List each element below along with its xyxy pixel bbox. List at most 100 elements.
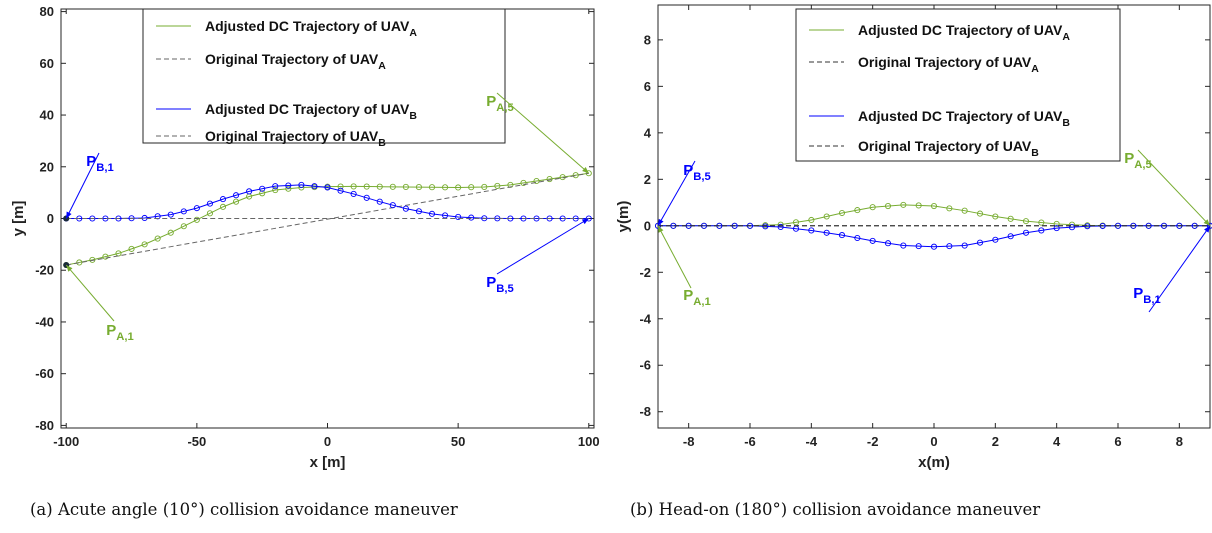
x-tick-label: 50 [451,434,465,449]
data-point [869,237,876,244]
legend-label: Adjusted DC Trajectory of UAVA [858,22,1070,43]
data-point [854,207,861,214]
data-point [298,181,305,188]
annotation-a-1: PA,1 [65,264,134,343]
annotation-label: PB,1 [1133,285,1161,306]
y-tick-label: 20 [40,159,54,174]
annotation-a-5: PA,5 [486,92,590,174]
annotation-arrow [1137,149,1211,227]
data-point [350,183,357,190]
data-point [854,234,861,242]
data-point [76,259,83,266]
y-tick-label: 4 [644,125,652,140]
data-point [442,184,449,191]
x-tick-label: 0 [930,434,937,449]
data-point [1038,219,1045,226]
data-point [946,243,953,250]
data-point [376,198,383,205]
data-point [259,190,266,197]
legend-label: Adjusted DC Trajectory of UAVB [205,101,417,122]
data-point [89,256,96,263]
x-tick-label: 6 [1114,434,1121,449]
data-point [961,242,968,249]
x-tick-label: -100 [53,434,79,449]
data-point [838,209,846,217]
data-point [808,227,815,234]
legend-box [142,8,506,144]
data-point [193,216,200,223]
y-tick-label: -40 [35,314,54,329]
data-point [272,183,279,190]
data-point [219,203,227,210]
data-point [585,215,592,222]
legend-label: Original Trajectory of UAVA [858,54,1039,75]
legend-label: Original Trajectory of UAVA [205,51,386,72]
data-point [350,190,357,197]
data-point [1068,224,1076,231]
annotation-label: PA,5 [1124,150,1152,171]
data-point [546,176,553,183]
caption-a: (a) Acute angle (10°) collision avoidanc… [30,500,458,519]
data-point [494,182,501,189]
data-point [838,232,846,239]
data-point [1022,229,1030,236]
data-point [311,183,318,190]
annotation-a-1: PA,1 [657,225,711,308]
data-point [376,183,383,190]
annotation-label: PB,1 [86,153,114,174]
annotation-arrowhead [66,265,73,272]
data-point [402,183,409,190]
data-point [180,223,187,230]
y-tick-label: 80 [40,4,54,19]
data-point [946,205,953,212]
y-tick-label: -6 [639,358,651,373]
legend: Adjusted DC Trajectory of UAVA Original T… [795,8,1121,162]
caption-b: (b) Head-on (180°) collision avoidance m… [630,500,1041,519]
annotation-arrowhead [582,166,589,174]
data-point [141,241,148,248]
annotation-arrow [657,225,692,289]
x-tick-label: -2 [867,434,879,449]
x-tick-label: 8 [1176,434,1183,449]
x-tick-label: 4 [1053,434,1061,449]
data-point [246,188,253,195]
data-point [428,184,436,191]
data-point [389,183,396,190]
y-tick-label: -60 [35,366,54,381]
data-point [1007,215,1014,222]
data-point [219,196,227,203]
data-point [455,184,462,191]
annotation-label: PA,5 [486,93,514,114]
data-point [585,170,592,177]
data-point [115,250,122,257]
data-point [884,202,892,210]
y-tick-label: 0 [47,211,54,226]
data-point [1053,220,1060,227]
data-point [823,213,830,220]
data-point [259,185,266,192]
data-point [206,200,213,207]
x-tick-label: 100 [578,434,600,449]
legend-label: Original Trajectory of UAVB [858,138,1039,159]
legend-box [795,8,1121,162]
data-point [468,184,475,191]
x-tick-label: 0 [324,434,331,449]
y-tick-label: 60 [40,56,54,71]
data-point [823,229,830,236]
data-point [930,202,938,210]
annotation-arrowhead [581,218,589,225]
data-point [976,239,984,246]
y-axis-label: y(m) [615,201,632,233]
data-point [193,205,200,212]
data-point [520,179,527,186]
data-point [1053,225,1060,232]
x-tick-label: -4 [806,434,818,449]
data-point [389,202,396,209]
data-point [468,214,475,221]
data-point [900,242,907,249]
annotation-arrow [496,218,590,275]
data-point [1038,227,1045,234]
data-point [285,182,292,189]
data-point [337,187,344,194]
